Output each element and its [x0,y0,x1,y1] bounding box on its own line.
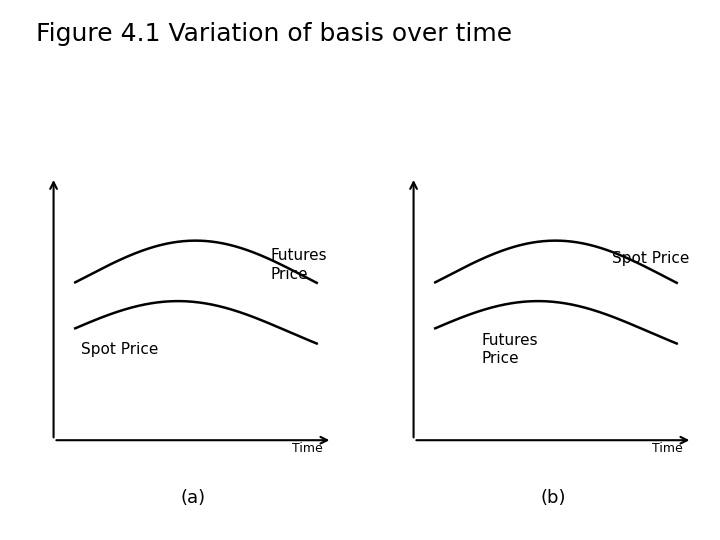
Text: Futures
Price: Futures Price [482,333,539,366]
Text: Time: Time [292,442,323,455]
Text: Futures
Price: Futures Price [270,248,327,282]
Text: Spot Price: Spot Price [612,251,689,266]
Text: (a): (a) [180,489,205,507]
Text: Time: Time [652,442,683,455]
Text: (b): (b) [540,489,566,507]
Text: Spot Price: Spot Price [81,342,159,357]
Text: Figure 4.1 Variation of basis over time: Figure 4.1 Variation of basis over time [36,22,512,45]
